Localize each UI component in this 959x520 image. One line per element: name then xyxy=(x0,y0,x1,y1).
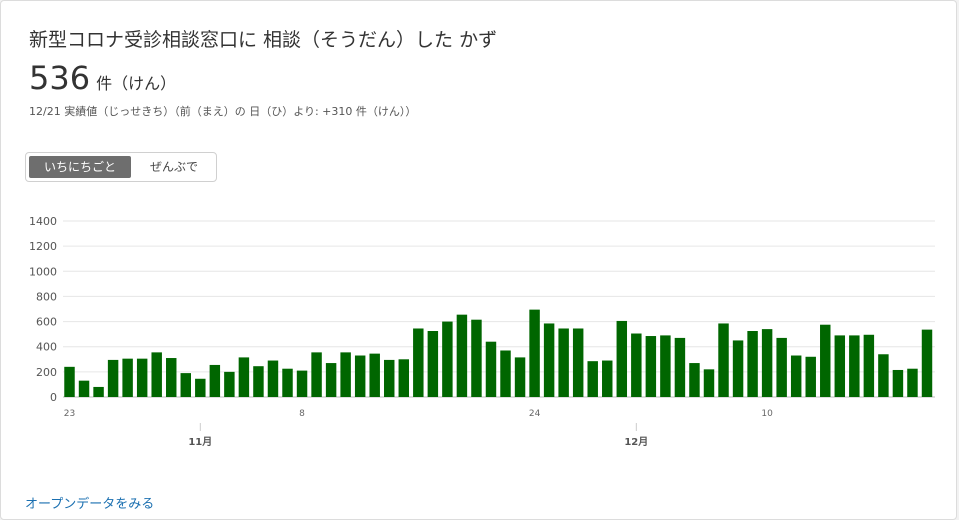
y-tick-label: 1200 xyxy=(29,240,57,253)
bar-chart: 0 200 400 600 800 1000 1200 1400 23 8 24 10 11月 12月 xyxy=(29,215,935,448)
bar-12-12[interactable] xyxy=(790,355,802,397)
summary-value: 536 件（けん） xyxy=(29,59,176,97)
bar-12-7[interactable] xyxy=(718,323,729,397)
page-title: 新型コロナ受診相談窓口に 相談（そうだん）した かず xyxy=(29,29,498,51)
bar-12-18[interactable] xyxy=(878,354,889,397)
toggle-daily-button[interactable]: いちにちごと xyxy=(29,156,131,178)
bar-12-15[interactable] xyxy=(834,335,846,397)
bar-11-5[interactable] xyxy=(253,366,264,397)
bar-12-5[interactable] xyxy=(689,363,700,397)
bar-11-15[interactable] xyxy=(398,359,410,397)
bar-11-25[interactable] xyxy=(543,323,555,397)
bar-11-6[interactable] xyxy=(267,360,279,397)
bar-12-1[interactable] xyxy=(631,333,642,397)
y-tick-label: 0 xyxy=(50,391,57,404)
y-axis: 0 200 400 600 800 1000 1200 1400 xyxy=(29,215,57,404)
bar-12-2[interactable] xyxy=(645,336,657,397)
bars xyxy=(64,309,933,397)
bar-12-8[interactable] xyxy=(732,340,744,397)
bar-10-30[interactable] xyxy=(166,358,177,397)
bar-12-10[interactable] xyxy=(761,329,773,397)
y-tick-label: 1000 xyxy=(29,265,57,278)
bar-11-18[interactable] xyxy=(442,321,453,397)
bar-12-19[interactable] xyxy=(892,369,904,397)
bar-11-10[interactable] xyxy=(325,363,337,397)
bar-11-29[interactable] xyxy=(602,360,613,397)
y-tick-label: 1400 xyxy=(29,215,57,228)
month-label: 11月 xyxy=(188,436,212,448)
y-tick-label: 600 xyxy=(36,316,57,329)
bar-11-13[interactable] xyxy=(369,353,380,397)
x-tick-label: 23 xyxy=(64,409,75,419)
y-tick-label: 200 xyxy=(36,366,57,379)
bar-10-23[interactable] xyxy=(64,366,75,397)
open-data-link[interactable]: オープンデータをみる xyxy=(25,497,155,512)
bar-10-25[interactable] xyxy=(93,386,104,397)
toggle-total-button[interactable]: ぜんぶで xyxy=(149,160,198,174)
view-toggle: いちにちごと ぜんぶで xyxy=(25,152,217,182)
bar-11-11[interactable] xyxy=(340,352,351,397)
x-tick-label: 24 xyxy=(529,409,541,419)
bar-11-30[interactable] xyxy=(616,320,628,397)
bar-11-14[interactable] xyxy=(384,359,395,397)
bar-12-20[interactable] xyxy=(907,368,918,397)
bar-12-6[interactable] xyxy=(703,369,715,397)
bar-11-16[interactable] xyxy=(413,328,424,397)
bar-11-3[interactable] xyxy=(224,371,235,397)
bar-10-27[interactable] xyxy=(122,358,133,397)
month-label: 12月 xyxy=(624,436,648,448)
bar-12-11[interactable] xyxy=(776,337,787,397)
bar-11-8[interactable] xyxy=(296,370,308,397)
bar-12-3[interactable] xyxy=(660,335,671,397)
summary-unit: 件（けん） xyxy=(96,74,177,93)
bar-11-17[interactable] xyxy=(427,331,439,397)
y-tick-label: 800 xyxy=(36,290,57,303)
bar-12-14[interactable] xyxy=(820,324,831,397)
bar-11-4[interactable] xyxy=(238,357,250,397)
bar-10-31[interactable] xyxy=(180,373,191,397)
bar-10-29[interactable] xyxy=(151,352,162,397)
bar-11-2[interactable] xyxy=(209,364,221,397)
bar-11-27[interactable] xyxy=(572,328,584,397)
bar-11-19[interactable] xyxy=(456,314,468,397)
summary-number: 536 xyxy=(29,59,91,97)
y-tick-label: 400 xyxy=(36,341,57,354)
summary-note: 12/21 実績値（じっせきち）（前（まえ）の 日（ひ）より: +310 件（け… xyxy=(29,105,417,118)
bar-11-7[interactable] xyxy=(282,368,293,397)
bar-12-4[interactable] xyxy=(674,337,686,397)
bar-12-9[interactable] xyxy=(747,331,758,397)
bar-12-21[interactable] xyxy=(921,329,933,397)
bar-11-28[interactable] xyxy=(587,361,598,397)
bar-11-23[interactable] xyxy=(514,357,526,397)
bar-11-9[interactable] xyxy=(311,352,322,397)
bar-11-22[interactable] xyxy=(500,350,511,397)
bar-11-20[interactable] xyxy=(471,319,482,397)
bar-10-28[interactable] xyxy=(136,358,148,397)
bar-11-21[interactable] xyxy=(485,341,497,397)
x-tick-label: 10 xyxy=(761,409,773,419)
bar-11-1[interactable] xyxy=(195,378,206,397)
x-tick-label: 8 xyxy=(299,409,305,419)
grid-layer xyxy=(63,220,935,398)
x-axis: 23 8 24 10 11月 12月 xyxy=(64,409,773,448)
bar-10-26[interactable] xyxy=(107,359,119,397)
bar-11-26[interactable] xyxy=(558,328,569,397)
bar-11-12[interactable] xyxy=(354,355,366,397)
bar-10-24[interactable] xyxy=(78,380,90,397)
bar-12-13[interactable] xyxy=(805,356,816,397)
bar-12-16[interactable] xyxy=(849,335,860,397)
bar-11-24[interactable] xyxy=(529,309,540,397)
bar-12-17[interactable] xyxy=(863,334,875,397)
